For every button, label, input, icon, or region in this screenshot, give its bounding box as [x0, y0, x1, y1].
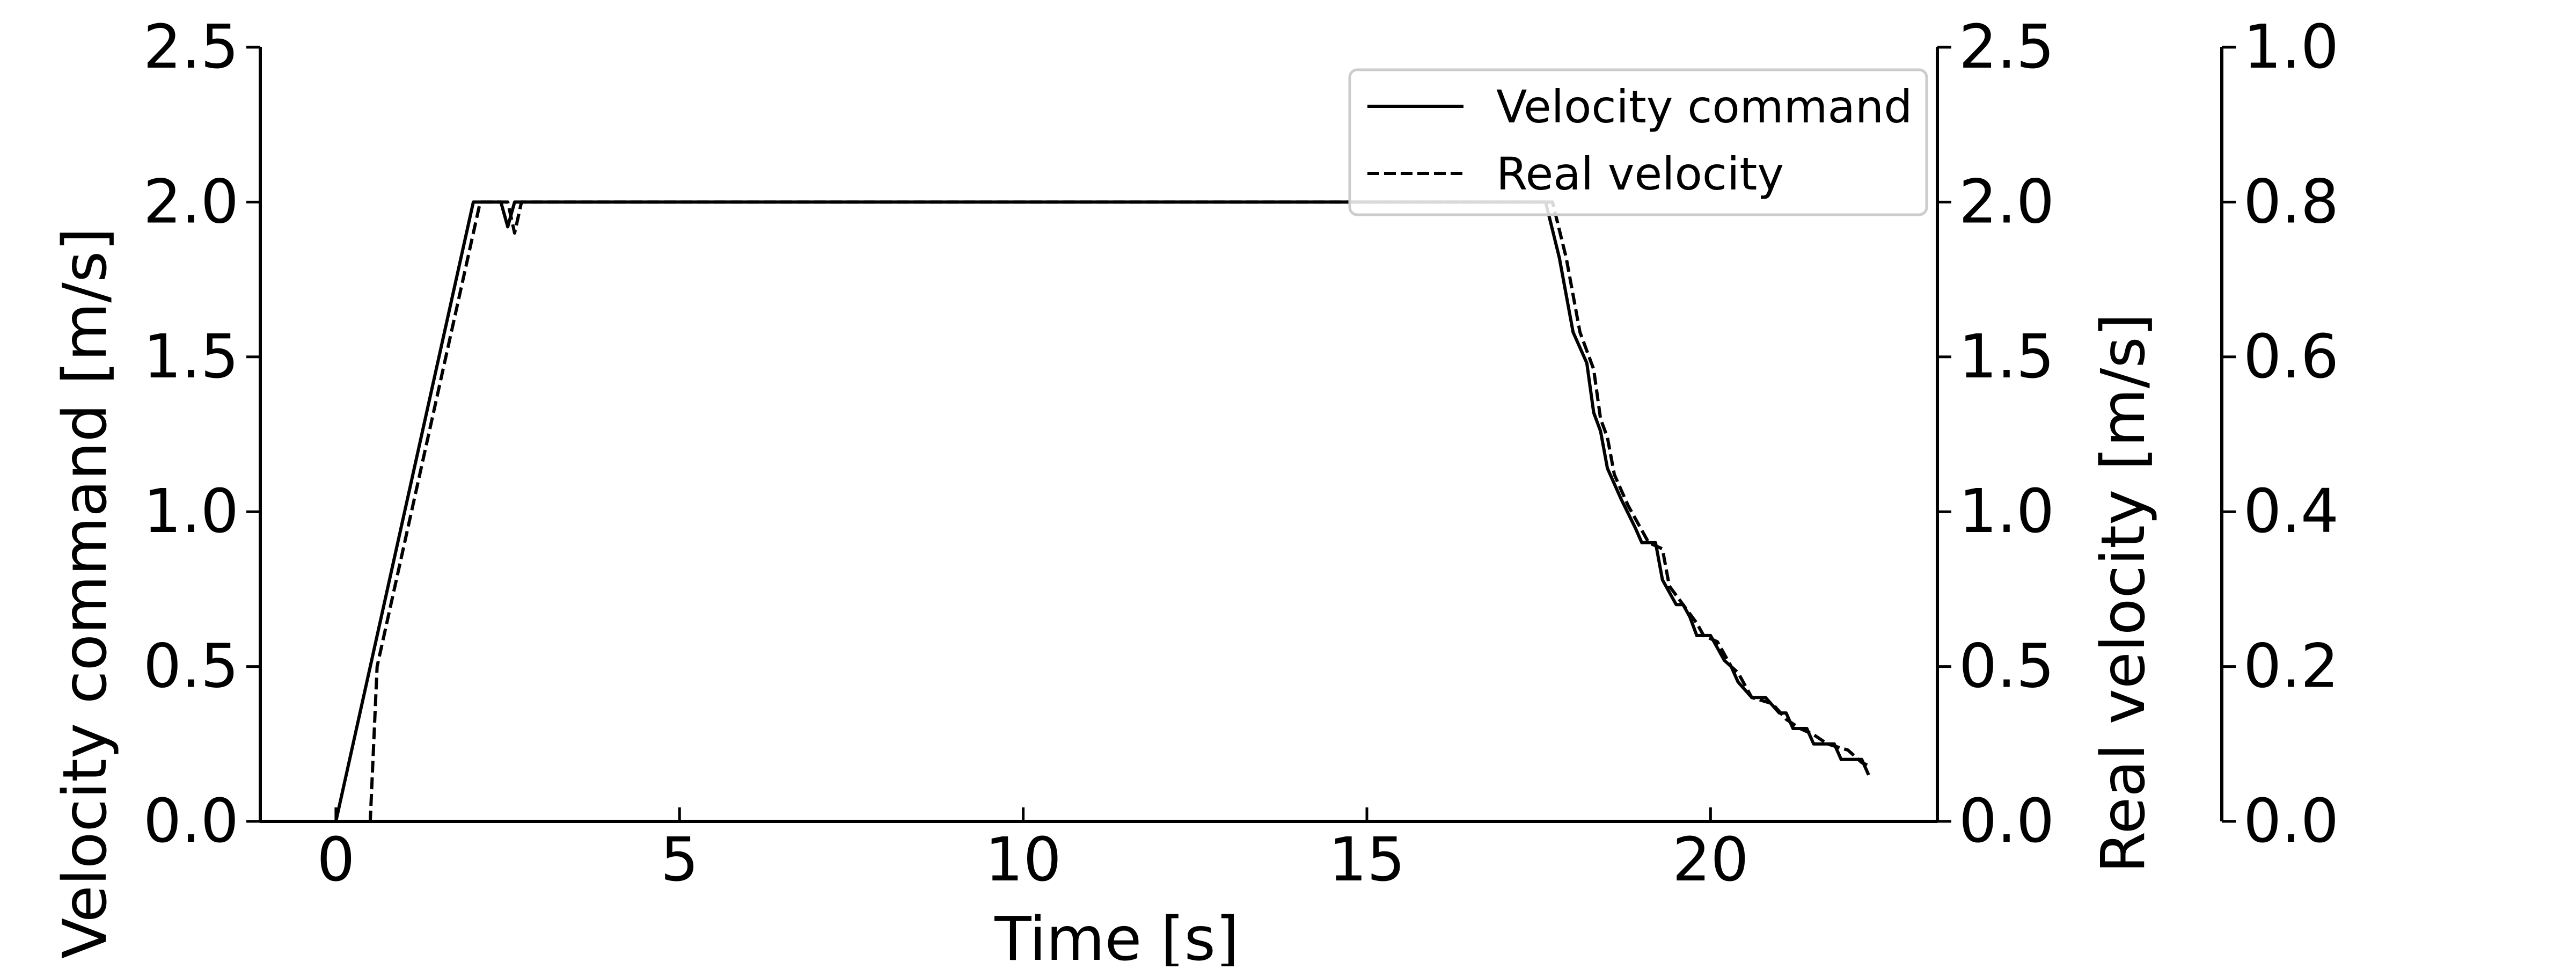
legend-label-real-velocity: Real velocity — [1496, 148, 1784, 200]
y-tick-label-left: 1.5 — [143, 322, 239, 392]
y-tick-label-right: 1.5 — [1959, 322, 2054, 392]
x-tick-label: 0 — [317, 825, 355, 895]
series-line-real-velocity — [335, 200, 1870, 823]
series-line-velocity-command — [334, 200, 1870, 822]
ticks-layer: 0 5 10 15 20 0.0 0.5 1.0 1.5 2.0 2.5 0.0 0.5 1.0 1.5 2.… — [143, 12, 2339, 895]
y-tick-label-outer: 0.2 — [2243, 632, 2339, 702]
axes-layer — [259, 47, 2223, 823]
y-tick-label-right: 0.5 — [1959, 632, 2054, 702]
y-tick-label-left: 0.0 — [143, 786, 239, 856]
y-tick-label-left: 2.5 — [143, 12, 239, 82]
y-tick-label-outer: 0.8 — [2243, 167, 2339, 237]
y-tick-label-outer: 1.0 — [2243, 12, 2339, 82]
y-tick-label-left: 1.0 — [143, 477, 239, 547]
y-axis-title-left: Velocity command [m/s] — [50, 228, 120, 959]
y-tick-label-right: 1.0 — [1959, 477, 2054, 547]
x-tick-label: 10 — [985, 825, 1062, 895]
y-tick-label-right: 2.5 — [1959, 12, 2054, 82]
legend-frame — [1348, 68, 1928, 216]
y-tick-label-outer: 0.0 — [2243, 786, 2339, 856]
y-tick-label-left: 0.5 — [143, 632, 239, 702]
y-tick-label-outer: 0.6 — [2243, 322, 2339, 392]
legend-label-velocity-command: Velocity command — [1496, 81, 1912, 133]
x-tick-label: 20 — [1672, 825, 1749, 895]
x-tick-label: 15 — [1329, 825, 1406, 895]
y-tick-label-outer: 0.4 — [2243, 477, 2339, 547]
y-tick-label-left: 2.0 — [143, 167, 239, 237]
x-axis-title: Time [s] — [994, 905, 1239, 966]
y-tick-label-right: 0.0 — [1959, 786, 2054, 856]
y-axis-title-right: Real velocity [m/s] — [2089, 314, 2158, 873]
legend: Velocity command Real velocity — [1348, 68, 1928, 216]
series-layer — [334, 200, 1870, 823]
y-tick-label-right: 2.0 — [1959, 167, 2054, 237]
x-tick-label: 5 — [661, 825, 699, 895]
